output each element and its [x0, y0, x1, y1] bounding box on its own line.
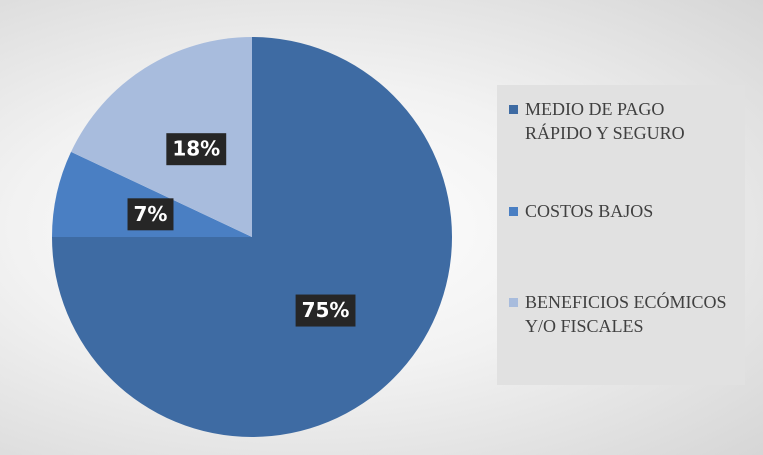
pie-slice — [71, 37, 252, 237]
data-label-text: 18% — [172, 137, 220, 161]
legend-label: MEDIO DE PAGO RÁPIDO Y SEGURO — [525, 99, 685, 143]
data-label-box — [166, 133, 227, 166]
data-label-box — [127, 198, 174, 231]
legend-swatch — [509, 298, 518, 307]
legend-swatch — [509, 207, 518, 216]
pie-slice — [52, 151, 252, 237]
data-label-box — [295, 294, 356, 327]
legend-label: COSTOS BAJOS — [525, 201, 654, 221]
data-label: 7% — [127, 198, 174, 231]
data-label: 75% — [295, 294, 356, 327]
legend-label: BENEFICIOS ECÓMICOS Y/O FISCALES — [525, 292, 727, 336]
data-label-text: 7% — [134, 202, 168, 226]
data-label-text: 75% — [302, 298, 350, 322]
data-label: 18% — [166, 133, 227, 166]
legend-swatch — [509, 105, 518, 114]
legend: MEDIO DE PAGO RÁPIDO Y SEGURO COSTOS BAJO… — [497, 85, 745, 385]
